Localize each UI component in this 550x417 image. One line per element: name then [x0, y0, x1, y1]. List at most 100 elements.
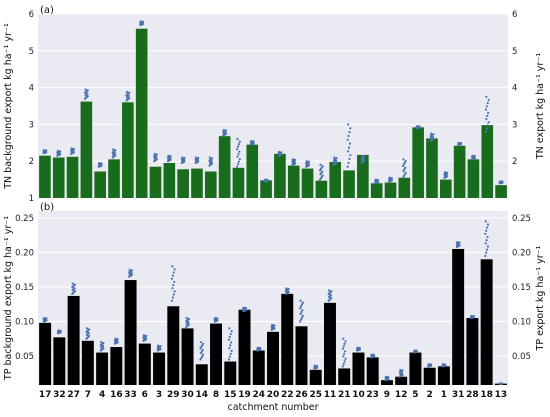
data-point: [404, 159, 407, 163]
data-point: [363, 155, 366, 158]
data-point: [114, 154, 117, 157]
data-point: [141, 20, 145, 23]
data-point: [307, 160, 311, 163]
data-point: [185, 316, 188, 320]
data-point: [201, 348, 204, 352]
bar: [67, 295, 80, 385]
x-tick-label: 11: [324, 390, 337, 400]
x-tick-label: 2: [427, 390, 433, 400]
data-point: [172, 271, 175, 274]
data-point: [222, 128, 225, 132]
x-tick-label: 33: [124, 390, 137, 400]
data-point: [348, 157, 351, 161]
data-point: [173, 280, 176, 284]
data-point: [387, 375, 390, 379]
data-point: [84, 88, 87, 91]
data-point: [299, 299, 302, 302]
x-tick-label: 8: [213, 390, 219, 400]
data-point: [230, 349, 233, 353]
x-tick-label: 7: [85, 390, 91, 400]
x-tick-label: 23: [366, 390, 379, 400]
bar: [366, 357, 379, 385]
data-point: [236, 163, 240, 166]
data-point: [315, 364, 319, 368]
y-tick-label-left: 6: [29, 10, 34, 20]
data-point: [487, 121, 490, 124]
data-point: [346, 138, 349, 141]
data-point: [458, 241, 461, 244]
data-point: [100, 341, 103, 344]
data-point: [299, 312, 302, 316]
data-point: [145, 334, 148, 337]
data-point: [362, 157, 365, 161]
bar: [81, 340, 94, 385]
data-point: [277, 150, 281, 154]
data-point: [441, 363, 445, 366]
data-point: [486, 114, 489, 117]
data-point: [85, 327, 89, 330]
bar: [191, 168, 203, 198]
data-point: [342, 345, 345, 348]
data-point: [403, 161, 406, 164]
data-point: [170, 299, 174, 302]
data-point: [171, 287, 174, 290]
bar: [343, 170, 355, 198]
bar: [329, 161, 342, 198]
data-point: [173, 290, 176, 293]
y-tick-label-right: 0.20: [512, 248, 531, 258]
data-point: [370, 353, 373, 356]
x-tick-label: 15: [224, 390, 237, 400]
x-tick-label: 10: [352, 390, 365, 400]
x-tick-label: 28: [466, 390, 479, 400]
data-point: [486, 102, 489, 105]
data-point: [58, 150, 62, 153]
data-point: [264, 178, 267, 181]
data-point: [56, 149, 59, 152]
y-tick-label-left: 4: [29, 84, 34, 94]
data-point: [86, 95, 89, 98]
data-point: [484, 220, 487, 223]
y-tick-label-left: 2: [29, 157, 34, 167]
data-point: [216, 317, 219, 320]
data-point: [321, 174, 324, 177]
data-point: [113, 152, 117, 155]
bar: [357, 154, 369, 198]
x-tick-label: 22: [281, 390, 294, 400]
bar: [437, 366, 450, 385]
data-point: [431, 135, 434, 139]
data-point: [229, 344, 232, 347]
data-point: [202, 353, 205, 356]
data-point: [128, 97, 131, 100]
bar: [338, 368, 351, 385]
data-point: [57, 329, 60, 332]
x-tick-label: 18: [480, 390, 493, 400]
x-tick-label: 14: [196, 390, 209, 400]
x-tick-label: 19: [238, 390, 251, 400]
data-point: [333, 156, 336, 159]
bar: [149, 166, 162, 198]
panel-label: (b): [40, 202, 54, 213]
data-point: [299, 318, 303, 321]
bar: [301, 168, 314, 198]
data-point: [459, 141, 463, 145]
data-point: [299, 305, 303, 308]
data-point: [228, 335, 231, 338]
bar: [295, 326, 308, 385]
data-point: [341, 347, 344, 350]
bar: [467, 159, 480, 198]
data-point: [401, 164, 405, 168]
data-point: [128, 91, 131, 94]
bar: [323, 302, 336, 385]
bar: [224, 361, 237, 385]
data-point: [485, 226, 489, 229]
data-point: [229, 352, 232, 355]
data-point: [329, 294, 332, 297]
x-tick-label: 30: [181, 390, 194, 400]
data-point: [413, 349, 416, 352]
data-point: [485, 239, 488, 242]
x-tick-label: 9: [384, 390, 390, 400]
data-point: [299, 307, 302, 310]
data-point: [401, 369, 404, 372]
y-tick-label-right: 0.05: [512, 352, 531, 362]
